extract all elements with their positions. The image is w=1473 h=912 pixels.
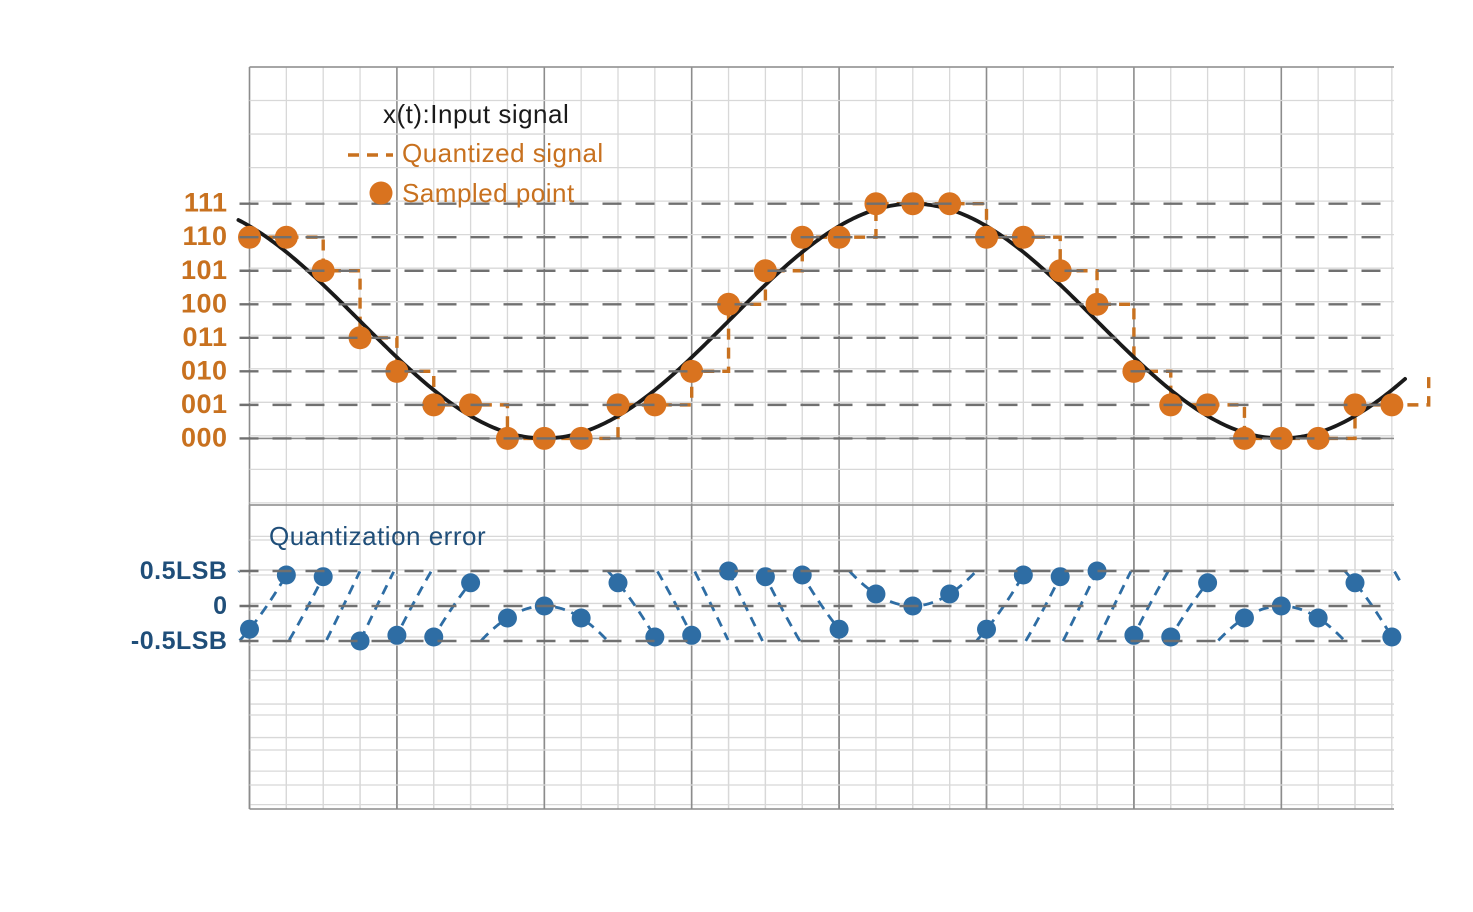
svg-text:Quantization error: Quantization error bbox=[269, 521, 486, 551]
svg-text:x(t):Input signal: x(t):Input signal bbox=[383, 99, 569, 129]
svg-text:011: 011 bbox=[182, 322, 227, 352]
svg-text:000: 000 bbox=[181, 422, 228, 452]
svg-text:0: 0 bbox=[213, 592, 227, 620]
svg-text:0.5LSB: 0.5LSB bbox=[140, 557, 228, 585]
svg-text:010: 010 bbox=[181, 355, 228, 385]
svg-text:-0.5LSB: -0.5LSB bbox=[131, 627, 228, 655]
svg-text:111: 111 bbox=[184, 188, 228, 218]
svg-text:Sampled point: Sampled point bbox=[402, 178, 575, 208]
svg-text:Quantized signal: Quantized signal bbox=[402, 138, 604, 168]
svg-text:001: 001 bbox=[181, 389, 228, 419]
svg-text:101: 101 bbox=[181, 255, 228, 285]
svg-text:110: 110 bbox=[182, 221, 227, 251]
svg-text:100: 100 bbox=[181, 288, 228, 318]
